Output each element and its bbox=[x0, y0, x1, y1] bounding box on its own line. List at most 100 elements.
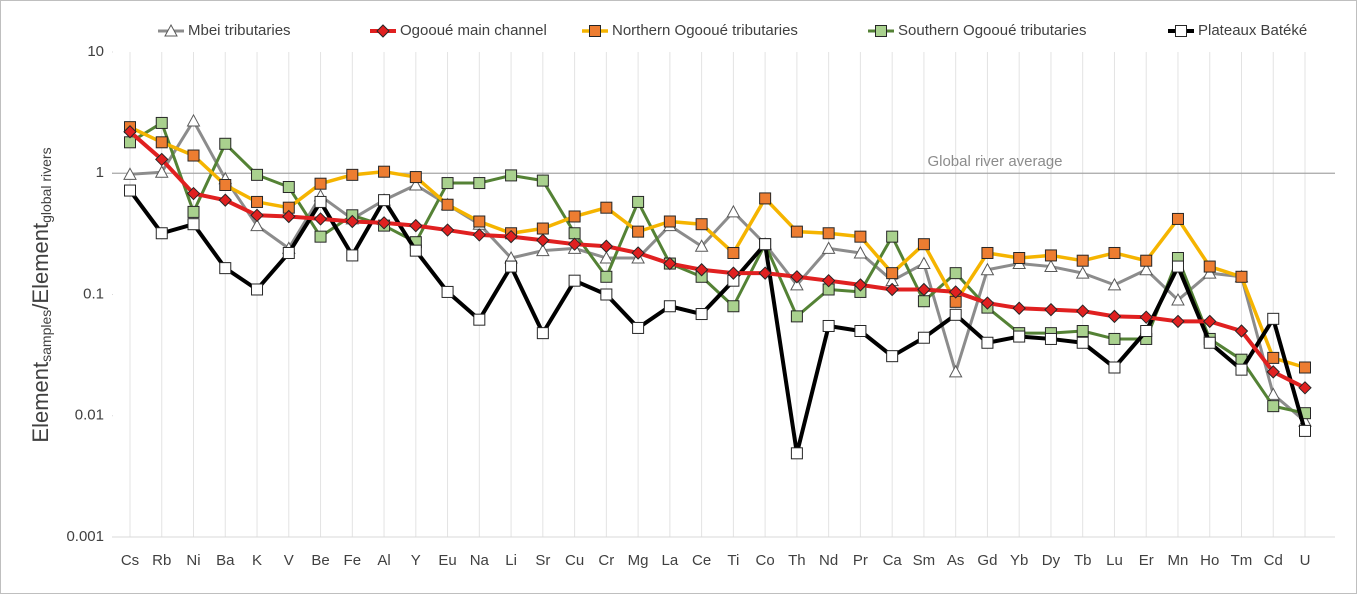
marker bbox=[536, 222, 549, 235]
marker bbox=[727, 300, 740, 313]
marker bbox=[875, 25, 887, 37]
marker bbox=[632, 321, 645, 334]
marker bbox=[472, 228, 487, 242]
x-tick-label: Yb bbox=[1010, 552, 1028, 569]
marker bbox=[1299, 424, 1311, 437]
marker bbox=[535, 243, 550, 257]
marker bbox=[377, 216, 391, 230]
x-tick-label: Tm bbox=[1231, 552, 1253, 569]
x-tick-label: As bbox=[947, 552, 965, 569]
marker bbox=[1266, 365, 1280, 379]
marker bbox=[981, 336, 994, 349]
x-tick-label: Tb bbox=[1074, 552, 1092, 569]
marker bbox=[600, 288, 613, 301]
marker bbox=[759, 192, 772, 205]
marker bbox=[1171, 314, 1185, 329]
marker bbox=[980, 262, 995, 276]
marker bbox=[282, 209, 296, 224]
marker bbox=[854, 324, 867, 337]
marker bbox=[758, 266, 772, 280]
marker bbox=[822, 227, 835, 240]
marker bbox=[1171, 212, 1184, 225]
marker bbox=[1235, 270, 1248, 283]
y-tick-label: 10 bbox=[87, 43, 104, 60]
legend-text: Mbei tributaries bbox=[188, 22, 291, 39]
marker bbox=[981, 246, 994, 259]
marker bbox=[409, 244, 422, 257]
marker bbox=[854, 230, 867, 243]
marker bbox=[164, 23, 178, 37]
x-tick-label: Eu bbox=[438, 552, 456, 569]
legend-text: Northern Ogooué tributaries bbox=[612, 22, 798, 39]
y-tick-label: 0.1 bbox=[83, 285, 104, 302]
marker bbox=[123, 167, 137, 180]
x-tick-label: Ce bbox=[692, 552, 711, 569]
marker bbox=[155, 136, 168, 149]
marker bbox=[473, 215, 486, 228]
marker bbox=[409, 171, 422, 184]
x-tick-label: Cd bbox=[1264, 552, 1283, 569]
y-tick-label: 0.001 bbox=[66, 528, 104, 545]
marker bbox=[187, 218, 200, 231]
marker bbox=[1202, 266, 1217, 279]
marker bbox=[1076, 254, 1089, 267]
marker bbox=[282, 246, 295, 259]
marker bbox=[1267, 400, 1280, 413]
x-tick-label: Pr bbox=[853, 552, 868, 569]
marker bbox=[917, 282, 931, 297]
marker bbox=[251, 168, 264, 181]
marker bbox=[726, 266, 741, 280]
x-tick-label: Ba bbox=[216, 552, 235, 569]
marker bbox=[219, 179, 232, 192]
marker bbox=[567, 237, 582, 251]
y-tick-label: 0.01 bbox=[75, 407, 104, 424]
marker bbox=[1267, 312, 1280, 325]
marker bbox=[949, 308, 962, 321]
marker bbox=[790, 310, 803, 323]
x-tick-label: Ti bbox=[727, 552, 739, 569]
marker bbox=[536, 327, 549, 340]
x-tick-label: Cr bbox=[598, 552, 614, 569]
y-axis-label: Elementsamples/Elementglobal rivers bbox=[28, 147, 54, 442]
x-tick-label: Fe bbox=[344, 552, 362, 569]
marker bbox=[695, 218, 708, 231]
marker bbox=[886, 350, 899, 363]
marker bbox=[886, 230, 899, 243]
marker bbox=[1234, 324, 1249, 338]
marker bbox=[250, 208, 264, 223]
marker bbox=[759, 238, 772, 251]
x-tick-label: Sm bbox=[913, 552, 936, 569]
marker bbox=[314, 195, 327, 208]
y-label-part: /Element bbox=[28, 223, 53, 310]
marker bbox=[1044, 259, 1058, 273]
marker bbox=[1076, 324, 1089, 337]
marker bbox=[1012, 301, 1026, 315]
x-tick-label: Lu bbox=[1106, 552, 1123, 569]
marker bbox=[378, 194, 391, 207]
marker bbox=[948, 364, 963, 378]
x-tick-label: Gd bbox=[977, 552, 997, 569]
marker bbox=[1044, 302, 1058, 317]
x-tick-label: Al bbox=[377, 552, 390, 569]
marker bbox=[853, 245, 868, 259]
marker bbox=[727, 246, 740, 259]
x-tick-label: Be bbox=[311, 552, 329, 569]
marker bbox=[1140, 324, 1153, 337]
marker bbox=[663, 215, 676, 228]
marker bbox=[346, 249, 359, 262]
marker bbox=[790, 225, 803, 238]
marker bbox=[949, 267, 962, 280]
marker bbox=[1108, 361, 1121, 374]
marker bbox=[441, 198, 454, 211]
x-tick-label: Ho bbox=[1200, 552, 1219, 569]
marker bbox=[1139, 262, 1154, 276]
marker bbox=[440, 223, 455, 237]
marker bbox=[790, 277, 804, 291]
marker bbox=[1139, 310, 1153, 324]
marker bbox=[1140, 254, 1153, 267]
x-tick-label: Sr bbox=[535, 552, 550, 569]
marker bbox=[917, 238, 930, 251]
x-tick-label: Rb bbox=[152, 552, 171, 569]
marker bbox=[187, 149, 200, 162]
marker bbox=[917, 256, 931, 270]
